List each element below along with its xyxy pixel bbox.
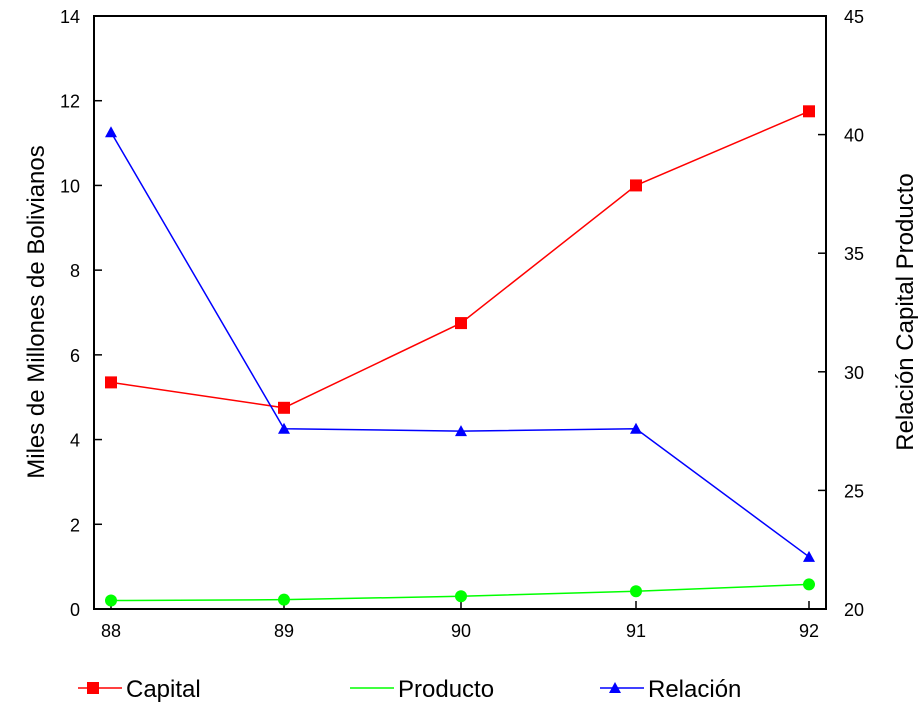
right-tick-label: 30 [844,363,864,383]
legend-label: Relación [648,676,741,703]
left-tick-label: 10 [60,176,80,196]
legend-label: Producto [398,676,494,703]
left-tick-label: 2 [70,515,80,535]
relacin-point [803,550,815,562]
x-tick-label: 89 [274,621,294,641]
legend-label: Capital [126,676,201,703]
left-tick-label: 8 [70,261,80,281]
right-tick-label: 45 [844,7,864,27]
producto-point [630,585,642,598]
left-axis-title: Miles de Millones de Bolivianos [23,145,50,479]
series-capital [105,105,815,414]
relacin-point [105,126,117,138]
producto-point [105,594,117,607]
left-tick-label: 4 [70,431,80,451]
right-tick-label: 35 [844,244,864,264]
series-relacin [105,126,815,562]
x-tick-label: 92 [799,621,819,641]
capital-point [630,179,642,192]
relacin-line [110,131,810,558]
relacin-point [455,425,467,437]
right-tick-label: 20 [844,600,864,620]
left-tick-label: 0 [70,600,80,620]
legend-marker [87,682,99,694]
right-axis-title: Relación Capital Producto [892,173,919,451]
right-tick-label: 25 [844,481,864,501]
relacin-point [278,422,290,434]
legend-item-relacin: Relación [600,676,741,703]
x-axis: 88 89 90 91 92 [101,601,819,641]
capital-point [803,105,815,118]
left-tick-label: 6 [70,346,80,366]
legend-marker [609,682,621,693]
right-tick-label: 40 [844,126,864,146]
plot-area [93,15,827,610]
capital-line [110,110,810,409]
series [105,105,815,607]
series-producto [105,578,815,607]
legend-item-producto: Producto [350,676,494,703]
x-tick-label: 90 [451,621,471,641]
left-tick-label: 12 [60,92,80,112]
left-tick-label: 14 [60,7,80,27]
producto-point [455,590,467,603]
capital-point [455,317,467,330]
left-y-axis: 0 2 4 6 8 10 12 14 [60,7,102,620]
capital-point [105,376,117,389]
legend-item-capital: Capital [78,676,201,703]
producto-point [803,578,815,591]
right-y-axis: 20 25 30 35 40 45 [818,7,864,620]
x-tick-label: 88 [101,621,121,641]
x-tick-label: 91 [626,621,646,641]
producto-point [278,593,290,606]
plot-frame [93,15,827,610]
capital-point [278,401,290,414]
relacin-point [630,422,642,434]
legend: Capital Producto Relación [78,676,741,703]
